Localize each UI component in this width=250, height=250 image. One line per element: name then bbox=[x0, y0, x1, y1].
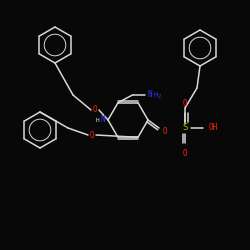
Text: O: O bbox=[93, 106, 97, 114]
Text: 2: 2 bbox=[158, 94, 161, 99]
Text: O: O bbox=[183, 148, 187, 158]
Text: S: S bbox=[182, 124, 188, 132]
Text: H: H bbox=[95, 118, 99, 122]
Text: H: H bbox=[153, 92, 157, 98]
Text: O: O bbox=[183, 98, 187, 108]
Text: N: N bbox=[148, 90, 152, 99]
Text: N: N bbox=[100, 116, 105, 124]
Text: O: O bbox=[163, 128, 167, 136]
Text: O: O bbox=[90, 130, 94, 140]
Text: OH: OH bbox=[209, 124, 218, 132]
